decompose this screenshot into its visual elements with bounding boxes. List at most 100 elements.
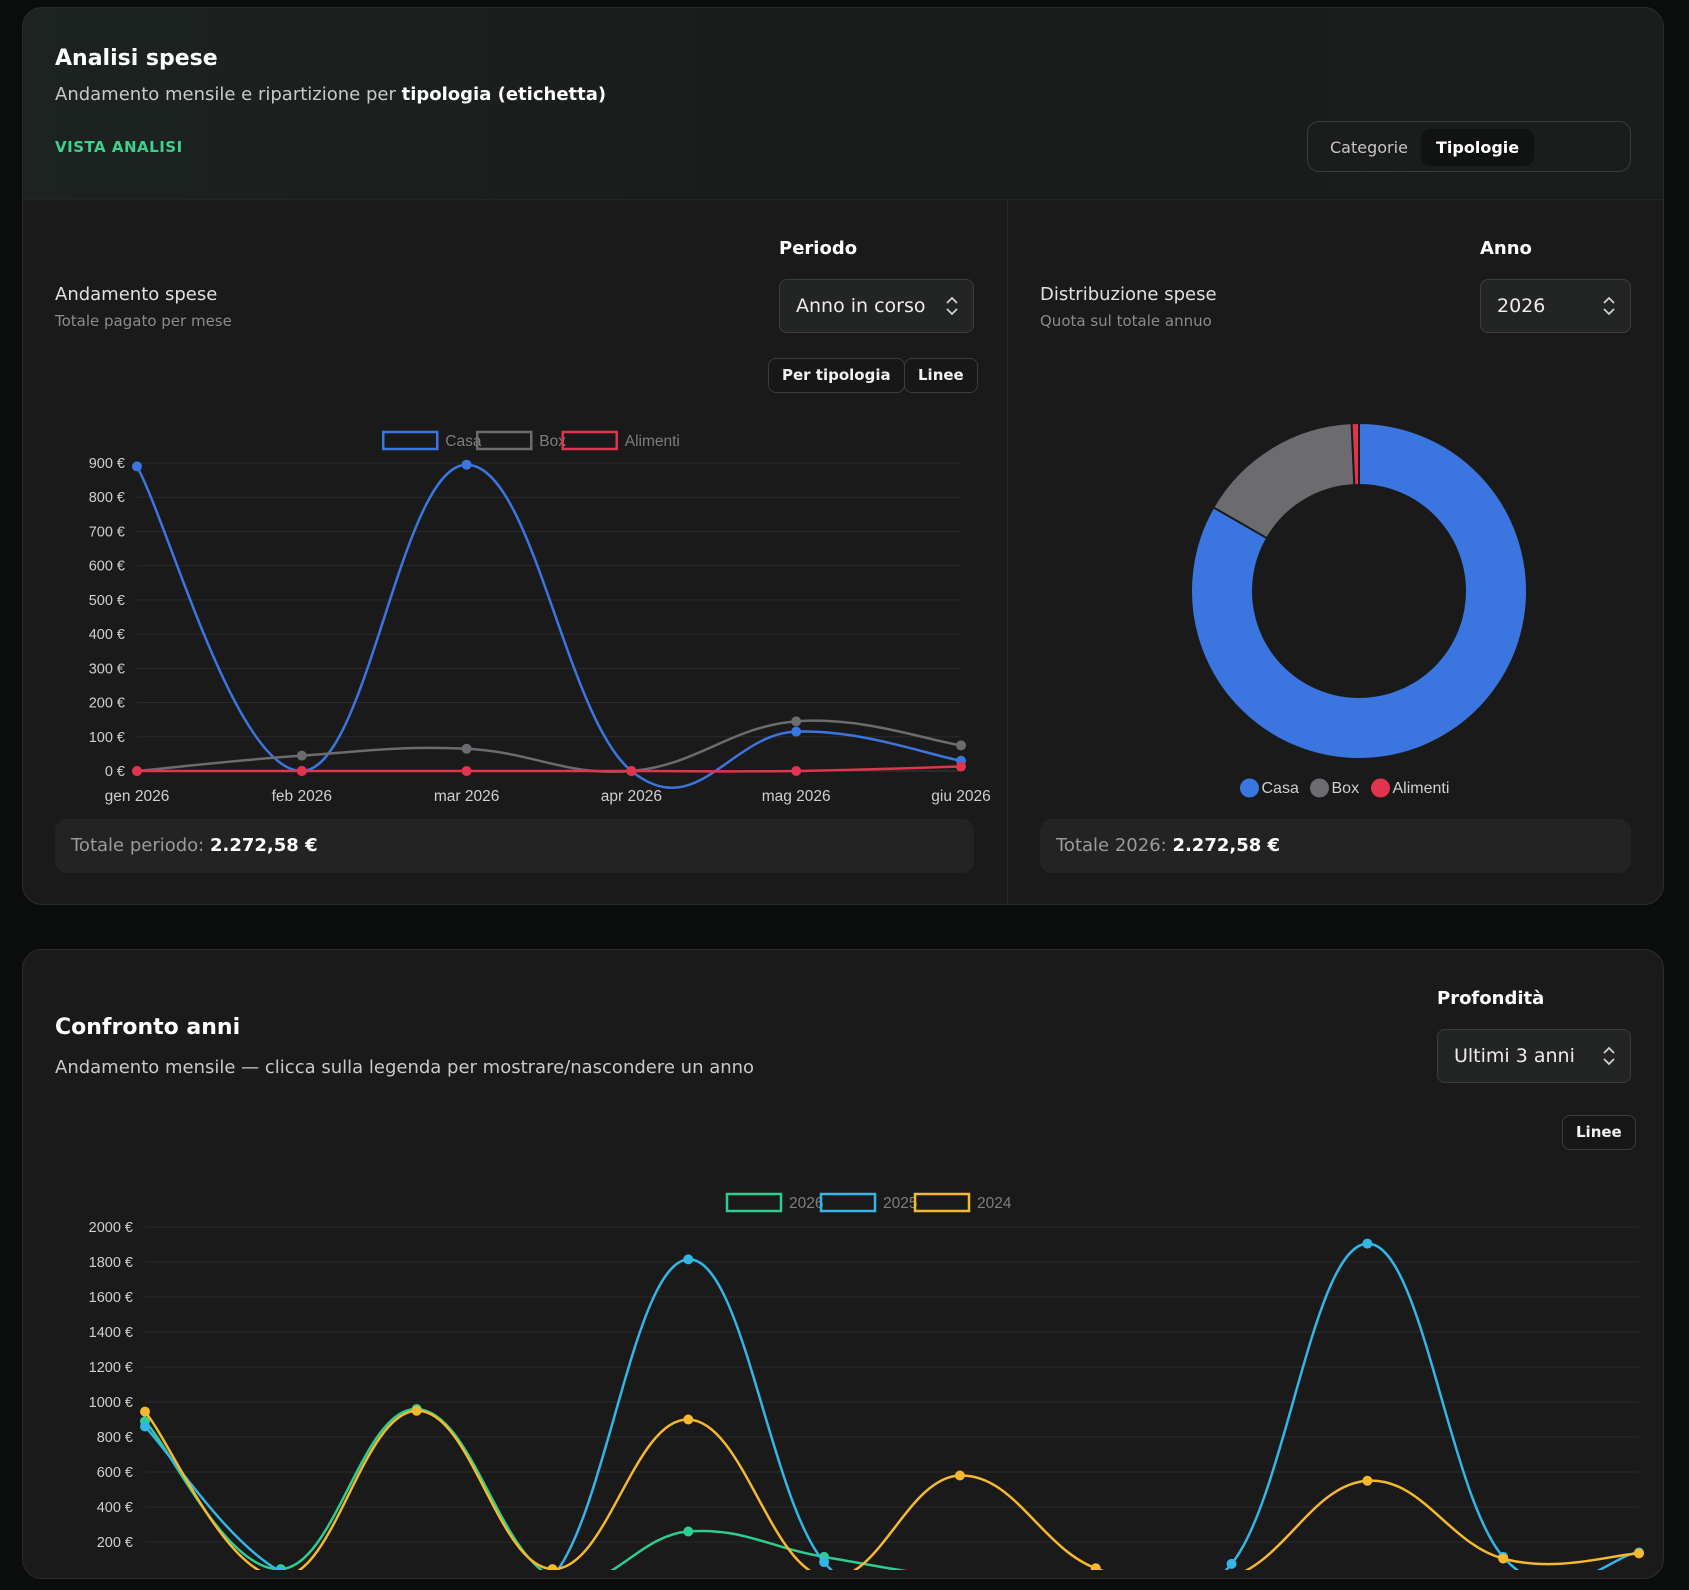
x-tick-label: feb 2026 (272, 788, 332, 805)
series-line-box (136, 719, 962, 773)
slice-alimenti (1350, 421, 1360, 487)
data-point-2025-set (1226, 1558, 1237, 1569)
legend-label-casa: Casa (445, 433, 482, 450)
data-point-2025-giu (819, 1557, 830, 1568)
linee-button[interactable]: Linee (904, 358, 978, 393)
legend-label-2024: 2024 (977, 1195, 1012, 1212)
toggle-tipologie[interactable]: Tipologie (1421, 129, 1535, 166)
legend-label-box: Box (539, 433, 566, 450)
data-point-alimenti-mar-2026 (461, 766, 472, 776)
confronto-title: Confronto anni (55, 1015, 241, 1040)
periodo-value: Anno in corso (796, 295, 926, 317)
x-tick-label: mar 2026 (434, 788, 499, 805)
vista-analisi-label: VISTA ANALISI (55, 138, 183, 156)
y-tick-label: 300 € (89, 661, 125, 677)
view-toggle: Categorie Tipologie (1307, 121, 1631, 172)
profondita-select[interactable]: Ultimi 3 anni (1437, 1029, 1631, 1083)
andamento-subtitle: Totale pagato per mese (55, 312, 232, 330)
data-point-2024-mar (411, 1405, 422, 1416)
data-point-box-giu-2026 (956, 740, 966, 751)
panel-divider (1007, 200, 1008, 904)
slice-casa (1190, 421, 1528, 760)
data-point-2024-gen (140, 1406, 150, 1417)
y-tick-label: 400 € (89, 627, 125, 643)
y-tick-label: 500 € (89, 593, 125, 609)
page-title: Analisi spese (55, 46, 218, 71)
data-point-2025-feb (276, 1566, 286, 1570)
y-tick-label: 100 € (89, 730, 125, 746)
profondita-label: Profondità (1437, 988, 1545, 1009)
profondita-value: Ultimi 3 anni (1454, 1045, 1575, 1067)
legend-label-casa: Casa (1262, 780, 1299, 797)
confronto-linee-button[interactable]: Linee (1562, 1115, 1636, 1150)
confronto-subtitle: Andamento mensile — clicca sulla legenda… (55, 1057, 755, 1078)
data-point-box-feb-2026 (296, 750, 307, 761)
y-tick-label: 1600 € (89, 1290, 133, 1306)
totale-anno: Totale 2026: 2.272,58 € (1040, 819, 1631, 873)
y-tick-label: 0 € (105, 764, 125, 780)
y-tick-label: 200 € (89, 696, 125, 712)
legend-label-alimenti: Alimenti (625, 433, 680, 450)
data-point-2024-ott (1362, 1475, 1373, 1486)
series-line-casa (135, 463, 962, 789)
y-tick-label: 600 € (89, 559, 125, 575)
legend-label-2026: 2026 (789, 1195, 823, 1212)
per-tipologia-button[interactable]: Per tipologia (768, 358, 905, 393)
y-tick-label: 1400 € (89, 1325, 133, 1341)
y-tick-label: 700 € (89, 524, 125, 540)
anno-label: Anno (1480, 238, 1532, 259)
chevron-updown-icon (1603, 296, 1615, 316)
page-subtitle: Andamento mensile e ripartizione per tip… (55, 84, 607, 105)
x-tick-label: gen 2026 (105, 788, 170, 805)
data-point-alimenti-feb-2026 (296, 766, 307, 776)
periodo-label: Periodo (779, 238, 858, 259)
distribuzione-title: Distribuzione spese (1040, 284, 1217, 305)
data-point-alimenti-giu-2026 (956, 761, 966, 772)
legend-swatch-casa (382, 430, 439, 451)
toggle-categorie[interactable]: Categorie (1330, 138, 1408, 157)
y-tick-label: 1800 € (89, 1255, 133, 1271)
legend-label-alimenti: Alimenti (1393, 780, 1450, 797)
data-point-2024-dic (1634, 1548, 1644, 1559)
chevron-updown-icon (1603, 1046, 1615, 1066)
data-point-alimenti-mag-2026 (791, 766, 802, 776)
y-tick-label: 600 € (97, 1465, 133, 1481)
data-point-casa-mag-2026 (791, 726, 802, 737)
totale-periodo: Totale periodo: 2.272,58 € (55, 819, 974, 873)
x-tick-label: apr 2026 (601, 788, 662, 805)
data-point-2025-gen (140, 1421, 150, 1432)
y-tick-label: 2000 € (89, 1220, 133, 1236)
distribuzione-chart: Casa Box Alimenti (1190, 421, 1528, 798)
andamento-chart: 0 € 100 € 200 € 300 € 400 € 500 € 600 € 700 € 80… (89, 430, 991, 805)
data-point-2026-mag (683, 1526, 694, 1537)
analisi-card: Analisi spese Andamento mensile e ripart… (22, 7, 1664, 905)
data-point-2024-lug (954, 1470, 965, 1481)
y-tick-label: 1200 € (89, 1360, 133, 1376)
series-line-alimenti (137, 765, 962, 773)
y-tick-label: 900 € (89, 456, 125, 472)
data-point-2024-ago (1090, 1563, 1101, 1570)
data-point-2024-mag (683, 1414, 694, 1425)
legend-label-2025: 2025 (883, 1195, 917, 1212)
y-tick-label: 200 € (97, 1535, 133, 1551)
y-tick-label: 800 € (89, 490, 125, 506)
legend-dot-alimenti (1371, 778, 1390, 798)
legend-label-box: Box (1332, 780, 1360, 797)
periodo-select[interactable]: Anno in corso (779, 279, 974, 333)
confronto-card: Confronto anni Andamento mensile — clicc… (22, 949, 1664, 1579)
data-point-box-mag-2026 (791, 716, 802, 727)
legend-dot-casa (1240, 778, 1259, 798)
series-line-2026 (144, 1407, 908, 1570)
andamento-title: Andamento spese (55, 284, 218, 305)
x-tick-label: mag 2026 (762, 788, 831, 805)
legend-swatch-2024 (913, 1192, 971, 1213)
series-line-2024 (144, 1409, 1640, 1570)
data-point-2024-apr (547, 1564, 558, 1570)
data-point-alimenti-gen-2026 (132, 766, 142, 776)
chevron-updown-icon (946, 296, 958, 316)
x-tick-label: giu 2026 (931, 788, 990, 805)
anno-select[interactable]: 2026 (1480, 279, 1631, 333)
distribuzione-subtitle: Quota sul totale annuo (1040, 312, 1212, 330)
anno-value: 2026 (1497, 295, 1546, 317)
legend-swatch-alimenti (561, 430, 618, 451)
